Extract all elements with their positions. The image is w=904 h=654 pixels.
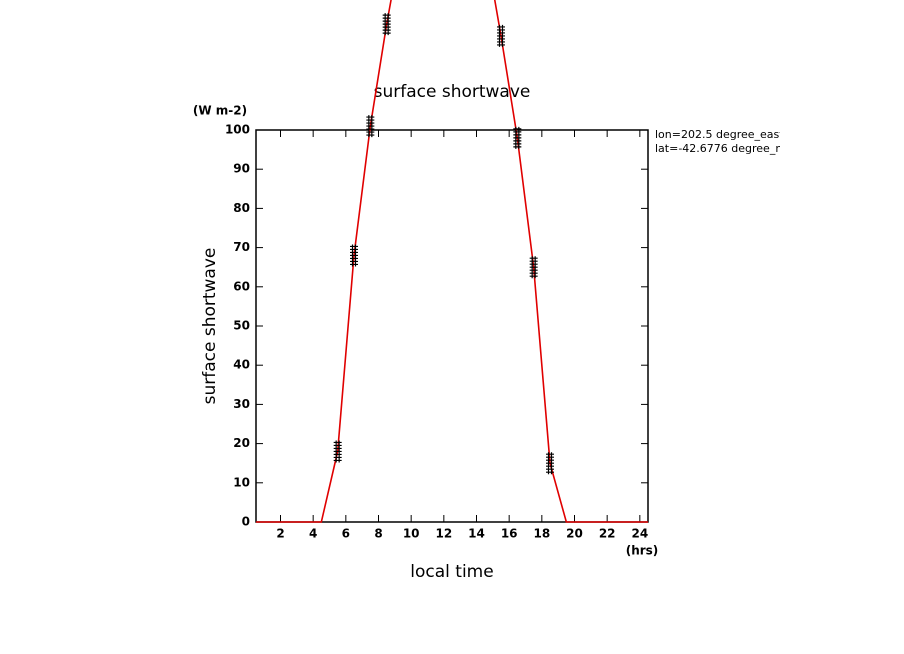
x-units: (hrs) [626, 544, 659, 558]
y-tick-label: 0 [242, 515, 250, 529]
data-marker [546, 452, 554, 475]
x-tick-label: 24 [631, 527, 648, 541]
x-tick-label: 18 [533, 527, 550, 541]
data-marker [513, 126, 522, 149]
data-marker [497, 24, 505, 47]
data-line [256, 0, 648, 523]
y-tick-label: 90 [233, 162, 250, 176]
y-tick-label: 20 [233, 436, 250, 450]
data-marker [366, 115, 375, 138]
x-axis-label: local time [410, 562, 493, 582]
x-tick-label: 12 [435, 527, 452, 541]
x-tick-label: 14 [468, 527, 485, 541]
x-tick-label: 10 [403, 527, 420, 541]
annotation: lat=-42.6776 degree_north [655, 142, 805, 155]
y-tick-label: 80 [233, 201, 250, 215]
y-tick-label: 100 [225, 123, 250, 137]
annotations: lon=202.5 degree_east lat=-42.6776 degre… [655, 128, 805, 155]
y-tick-label: 60 [233, 279, 250, 293]
data-marker [333, 440, 342, 463]
y-tick-label: 50 [233, 319, 250, 333]
y-units: (W m-2) [193, 104, 247, 118]
x-tick-label: 20 [566, 527, 583, 541]
y-tick-label: 10 [233, 475, 250, 489]
y-axis-label: surface shortwave [200, 248, 220, 405]
x-tick-label: 8 [374, 527, 382, 541]
x-tick-label: 6 [342, 527, 350, 541]
data-marker [350, 244, 358, 267]
y-tick-label: 70 [233, 240, 250, 254]
annotation: lon=202.5 degree_east [655, 128, 784, 141]
plot-frame [255, 129, 649, 523]
x-tick-label: 16 [501, 527, 518, 541]
y-tick-label: 30 [233, 397, 250, 411]
x-tick-label: 4 [309, 527, 317, 541]
data-marker [382, 13, 391, 36]
data-marker [529, 256, 538, 279]
chart-title: surface shortwave [374, 82, 531, 102]
x-tick-label: 22 [599, 527, 616, 541]
x-tick-label: 2 [276, 527, 284, 541]
y-tick-label: 40 [233, 358, 250, 372]
